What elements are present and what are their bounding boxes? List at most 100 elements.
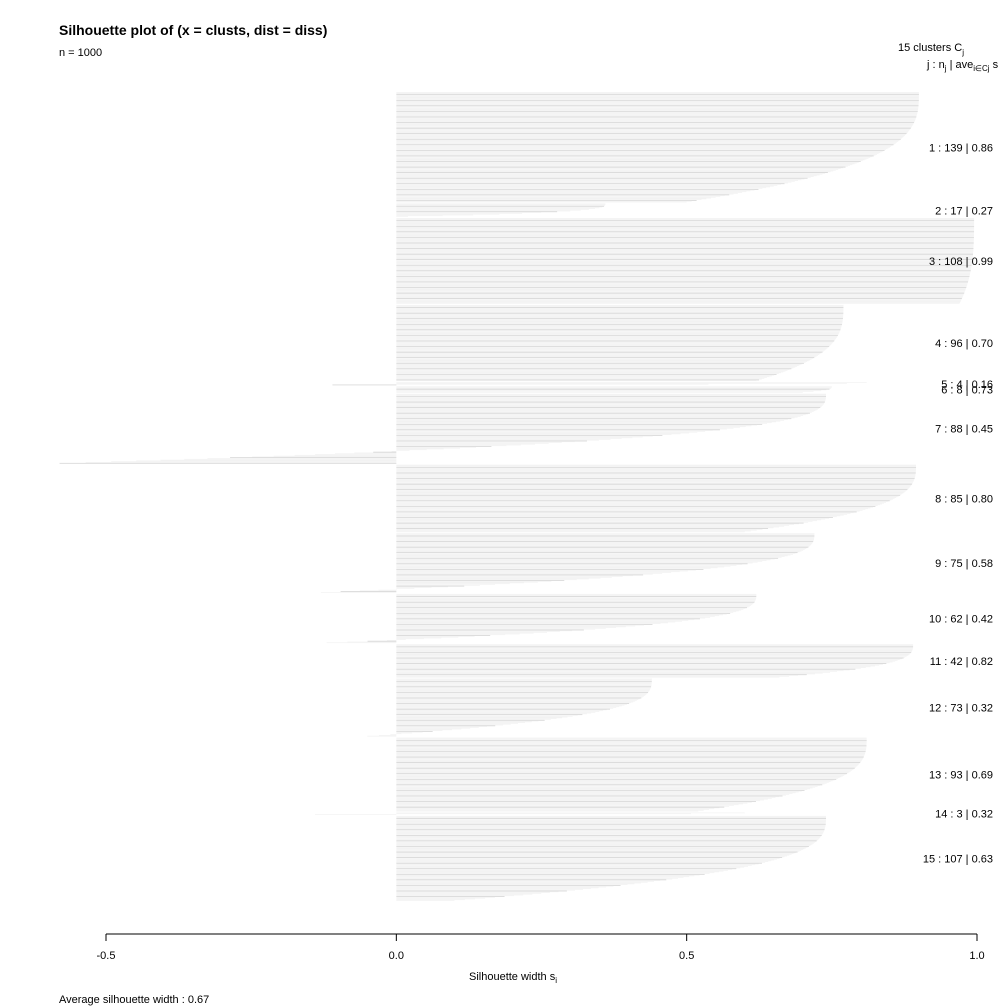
silhouette-bar [396,529,763,530]
silhouette-bar [396,778,838,779]
silhouette-bar [396,113,918,115]
silhouette-bar [396,291,965,292]
silhouette-bar [396,213,500,215]
silhouette-bar [396,472,916,474]
silhouette-bar [396,830,825,831]
silhouette-bar [396,354,819,356]
silhouette-bar [396,595,757,597]
silhouette-bar [396,300,961,302]
silhouette-bar [396,853,794,854]
silhouette-bar [396,653,910,655]
silhouette-bar [396,820,826,822]
silhouette-bar [396,605,750,607]
silhouette-bar [396,838,819,840]
silhouette-bar [396,845,811,847]
silhouette-bar [396,709,607,711]
silhouette-bar [396,134,906,135]
silhouette-bar [396,233,975,234]
silhouette-bar [396,756,864,758]
silhouette-bar [396,465,917,467]
silhouette-bar [396,682,652,684]
silhouette-bar [396,573,663,574]
silhouette-bar [396,318,843,320]
silhouette-bar [111,461,397,463]
silhouette-bar [396,745,867,747]
silhouette-bar [396,897,486,899]
silhouette-bar [396,131,908,133]
silhouette-bar [396,169,839,170]
silhouette-bar [396,667,866,668]
silhouette-bar [396,470,916,471]
cluster-label: 11 : 42 | 0.82 [930,656,993,668]
silhouette-bar [373,451,397,453]
silhouette-bar [396,233,975,235]
silhouette-bar [396,724,504,726]
silhouette-bar [396,225,975,226]
silhouette-bar [396,786,818,787]
silhouette-bar [396,379,760,381]
silhouette-bar [396,198,707,200]
silhouette-bar [396,358,813,359]
silhouette-bar [396,357,815,359]
silhouette-bar [396,214,474,216]
silhouette-bar [396,873,705,875]
silhouette-bar [396,714,583,716]
silhouette-bar [396,92,919,94]
silhouette-bar [396,563,748,565]
silhouette-bar [396,370,788,371]
silhouette-bar [396,864,756,866]
silhouette-bar [396,332,840,334]
silhouette-bar [396,764,859,766]
silhouette-bar [396,865,752,866]
silhouette-bar [396,366,798,367]
silhouette-bar [396,798,768,800]
silhouette-bar [396,243,974,245]
silhouette-bar [396,412,812,413]
silhouette-bar [396,185,774,187]
silhouette-bar [396,889,584,890]
silhouette-bar [396,586,449,588]
silhouette-bar [396,750,866,752]
legend-header-line2-c: s [990,59,999,71]
silhouette-bar [396,506,873,508]
silhouette-bar [396,484,912,486]
silhouette-bar [396,423,763,425]
silhouette-bar [396,554,791,556]
silhouette-bar [396,471,916,473]
silhouette-bar [396,531,745,533]
silhouette-bar [396,520,817,522]
silhouette-bar [396,169,836,171]
silhouette-bar [396,343,832,345]
silhouette-bar [396,161,861,162]
silhouette-bar [396,662,890,664]
silhouette-bar [396,249,974,250]
silhouette-bar [396,737,867,739]
silhouette-bar [396,540,814,542]
silhouette-bar [396,884,628,885]
silhouette-bar [396,393,827,395]
silhouette-bar [396,227,975,229]
silhouette-bar [396,616,715,617]
silhouette-bar [396,416,798,418]
silhouette-bar [396,702,632,704]
silhouette-bar [396,200,692,202]
silhouette-bar [396,220,975,222]
silhouette-bar [396,283,968,284]
silhouette-bar [396,557,782,558]
silhouette-bar [396,415,804,416]
silhouette-bar [396,271,971,272]
silhouette-bar [396,759,863,760]
silhouette-bar [396,836,821,838]
silhouette-bar [396,831,824,832]
silhouette-bar [396,209,589,210]
silhouette-bar [396,206,603,208]
silhouette-bar [396,622,669,624]
silhouette-bar [396,895,514,897]
silhouette-bar [396,350,824,352]
silhouette-bar [396,530,751,532]
silhouette-bar [396,656,906,658]
silhouette-bar [396,783,825,785]
silhouette-bar [396,809,710,810]
silhouette-bar [396,329,841,331]
silhouette-bar [396,234,974,236]
